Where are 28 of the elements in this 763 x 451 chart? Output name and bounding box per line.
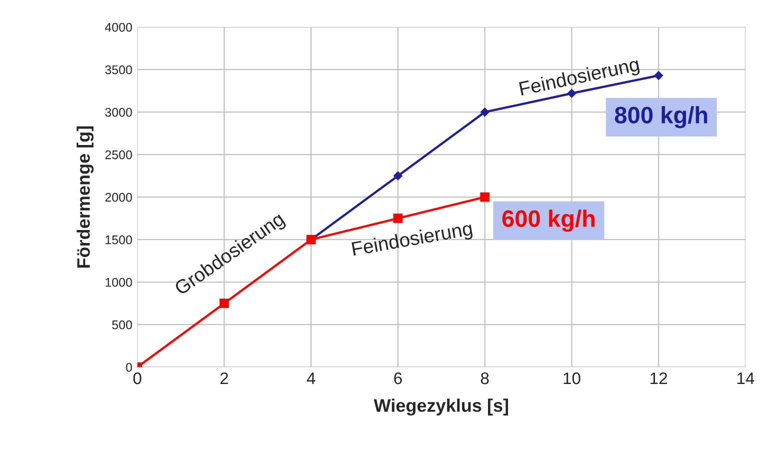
x-tick-label: 2 <box>220 372 228 384</box>
y-tick-label: 1500 <box>106 235 132 244</box>
x-tick-label: 8 <box>480 372 489 384</box>
y-tick-label: 1000 <box>106 278 132 287</box>
annotation: Feindosierung <box>352 220 474 260</box>
y-tick-label: 3000 <box>105 108 132 117</box>
x-tick-label: 12 <box>650 372 668 384</box>
y-tick-label: 500 <box>112 320 132 330</box>
y-tick-label: 2500 <box>105 150 132 160</box>
series-label: 800 kg/h <box>614 106 708 128</box>
series-label: 600 kg/h <box>502 210 595 232</box>
x-tick-label: 10 <box>564 372 580 384</box>
x-tick-label: 4 <box>306 372 316 384</box>
x-tick-label: 14 <box>737 372 754 384</box>
point <box>220 298 229 308</box>
point <box>654 71 664 80</box>
y-tick-label: 4000 <box>104 22 132 32</box>
y-tick-label: 3500 <box>105 65 132 74</box>
point <box>480 192 490 202</box>
point <box>394 171 402 180</box>
point <box>480 108 490 117</box>
x-tick-label: 6 <box>394 372 402 384</box>
x-axis-title: Wiegezyklus [s] <box>374 398 508 416</box>
x-tick-label: 0 <box>133 372 142 384</box>
y-tick-label: 0 <box>126 362 132 372</box>
y-tick-label: 2000 <box>105 192 132 202</box>
point <box>393 214 403 224</box>
y-axis-title: Fördermenge [g] <box>76 126 94 268</box>
